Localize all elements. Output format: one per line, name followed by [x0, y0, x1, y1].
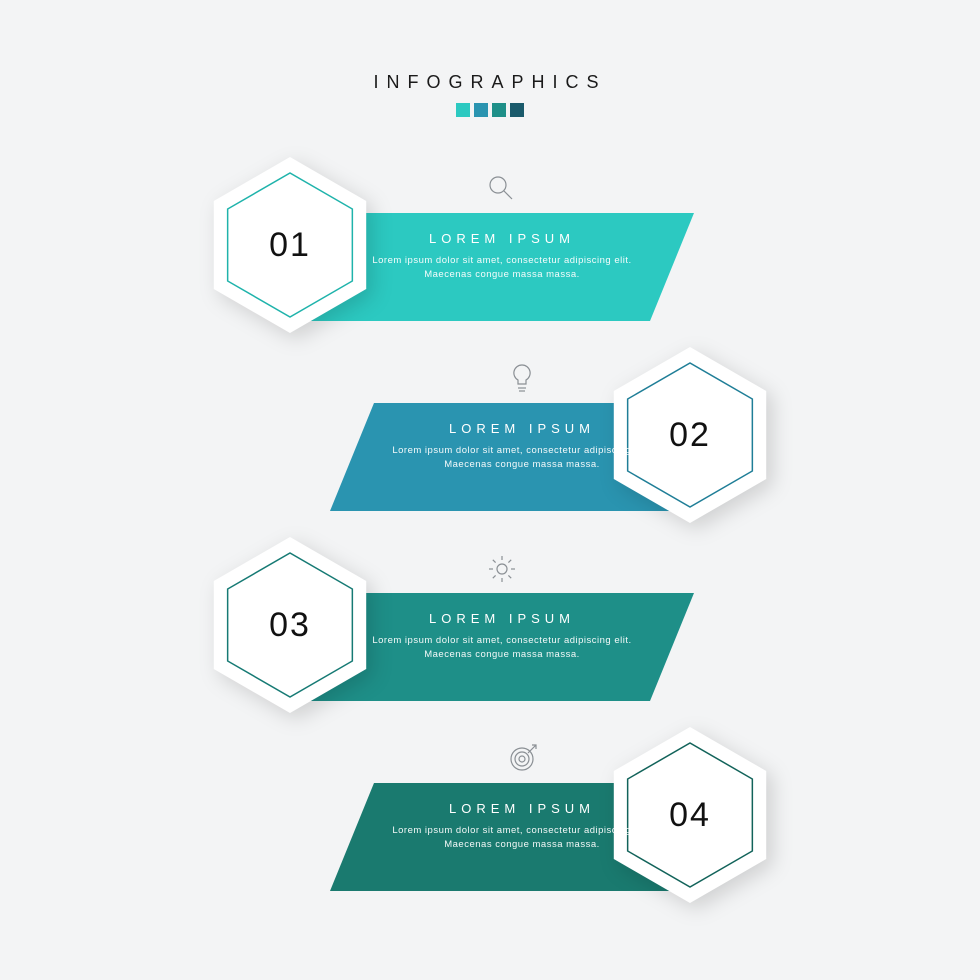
- step-body: Lorem ipsum dolor sit amet, consectetur …: [387, 444, 657, 473]
- step-04: 04 LOREM IPSUM Lorem ipsum dolor sit ame…: [0, 720, 980, 910]
- step-text: LOREM IPSUM Lorem ipsum dolor sit amet, …: [387, 801, 657, 853]
- step-text: LOREM IPSUM Lorem ipsum dolor sit amet, …: [367, 231, 637, 283]
- step-number: 01: [269, 226, 311, 264]
- step-01: 01 LOREM IPSUM Lorem ipsum dolor sit ame…: [0, 150, 980, 340]
- step-title: LOREM IPSUM: [387, 421, 657, 436]
- color-swatches: [0, 103, 980, 117]
- search-icon: [482, 169, 522, 209]
- step-title: LOREM IPSUM: [367, 611, 637, 626]
- step-title: LOREM IPSUM: [387, 801, 657, 816]
- gear-icon: [482, 549, 522, 589]
- step-body: Lorem ipsum dolor sit amet, consectetur …: [387, 824, 657, 853]
- step-body: Lorem ipsum dolor sit amet, consectetur …: [367, 254, 637, 283]
- target-icon: [502, 739, 542, 779]
- step-text: LOREM IPSUM Lorem ipsum dolor sit amet, …: [367, 611, 637, 663]
- swatch: [510, 103, 524, 117]
- step-number: 04: [669, 796, 711, 834]
- swatch: [492, 103, 506, 117]
- step-number: 03: [269, 606, 311, 644]
- swatch: [474, 103, 488, 117]
- step-number: 02: [669, 416, 711, 454]
- page-title: INFOGRAPHICS: [0, 72, 980, 93]
- header: INFOGRAPHICS: [0, 72, 980, 117]
- swatch: [456, 103, 470, 117]
- step-02: 02 LOREM IPSUM Lorem ipsum dolor sit ame…: [0, 340, 980, 530]
- step-text: LOREM IPSUM Lorem ipsum dolor sit amet, …: [387, 421, 657, 473]
- step-body: Lorem ipsum dolor sit amet, consectetur …: [367, 634, 637, 663]
- step-title: LOREM IPSUM: [367, 231, 637, 246]
- step-03: 03 LOREM IPSUM Lorem ipsum dolor sit ame…: [0, 530, 980, 720]
- bulb-icon: [502, 359, 542, 399]
